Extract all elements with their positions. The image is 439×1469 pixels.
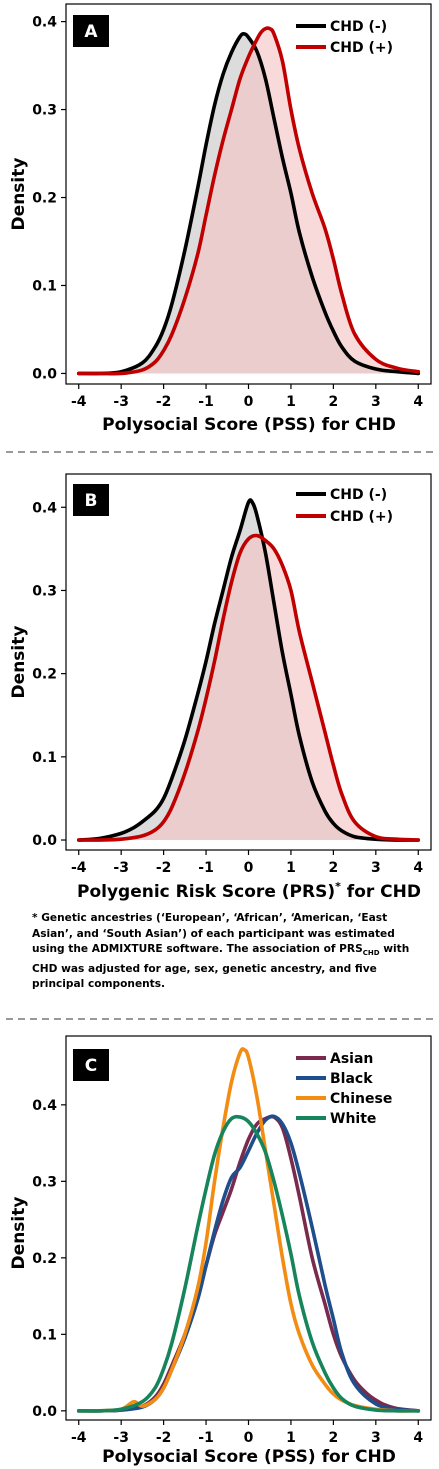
x-tick-label: -3	[113, 394, 129, 410]
legend-label: CHD (+)	[330, 509, 393, 525]
legend-label: White	[330, 1111, 376, 1127]
x-tick-label: 4	[413, 394, 423, 410]
y-tick-label: 0.4	[32, 15, 57, 31]
footnote-subscript: CHD	[362, 949, 380, 958]
y-axis-label: Density	[9, 626, 29, 699]
x-axis-label: Polysocial Score (PSS) for CHD	[102, 1447, 396, 1467]
x-tick-label: 0	[244, 394, 254, 410]
x-tick-label: -4	[71, 860, 87, 876]
x-tick-label: -4	[71, 394, 87, 410]
density-areas	[78, 28, 419, 374]
density-line-0	[76, 1114, 421, 1413]
density-area-1	[78, 28, 419, 374]
x-tick-label: 3	[371, 860, 381, 876]
legend: CHD (-) CHD (+)	[296, 487, 393, 525]
x-axis-ticks: -4 -3 -2 -1 0 1 2 3 4	[71, 384, 423, 410]
x-tick-label: -1	[198, 1430, 214, 1446]
x-tick-label: 4	[413, 1430, 423, 1446]
legend: Asian Black Chinese White	[296, 1051, 392, 1127]
x-tick-label: 1	[286, 394, 296, 410]
y-tick-label: 0.3	[32, 103, 57, 119]
y-tick-label: 0.4	[32, 1098, 57, 1114]
y-tick-label: 0.2	[32, 667, 57, 683]
density-line-3	[76, 1114, 421, 1413]
footnote-suffix: with CHD was adjusted for age, sex, gene…	[32, 943, 410, 991]
y-tick-label: 0.1	[32, 1327, 57, 1343]
y-tick-label: 0.0	[32, 366, 57, 382]
density-line-1	[76, 26, 421, 376]
x-axis-label: Polygenic Risk Score (PRS)* for CHD	[77, 880, 421, 902]
x-tick-label: -2	[156, 394, 172, 410]
x-tick-label: 1	[286, 860, 296, 876]
panel-letter: B	[85, 491, 98, 511]
y-axis-ticks: 0.0 0.1 0.2 0.3 0.4	[32, 15, 66, 382]
density-area-1	[78, 535, 419, 841]
density-line-1	[76, 1114, 421, 1413]
x-tick-label: -1	[198, 860, 214, 876]
panel-badge	[73, 484, 109, 516]
x-tick-label: 4	[413, 860, 423, 876]
legend-label: Chinese	[330, 1091, 392, 1107]
density-line-0	[76, 498, 421, 842]
y-tick-label: 0.3	[32, 583, 57, 599]
x-axis-label-suffix: for CHD	[341, 882, 421, 902]
x-axis-label: Polysocial Score (PSS) for CHD	[102, 415, 396, 435]
x-tick-label: -2	[156, 860, 172, 876]
x-axis-label-main: Polygenic Risk Score (PRS)	[77, 882, 335, 902]
legend-label: CHD (+)	[330, 40, 393, 56]
density-line-0	[76, 32, 421, 376]
x-axis-ticks: -4 -3 -2 -1 0 1 2 3 4	[71, 850, 423, 876]
legend-label: CHD (-)	[330, 487, 387, 503]
panel-letter: C	[85, 1056, 97, 1076]
x-tick-label: 1	[286, 1430, 296, 1446]
density-lines	[76, 26, 421, 376]
x-tick-label: 2	[329, 860, 339, 876]
y-tick-label: 0.1	[32, 750, 57, 766]
panel-letter: A	[84, 22, 98, 42]
y-axis-label: Density	[9, 1197, 29, 1270]
density-areas	[78, 499, 419, 841]
legend-label: CHD (-)	[330, 19, 387, 35]
x-tick-label: 2	[329, 1430, 339, 1446]
y-axis-ticks: 0.0 0.1 0.2 0.3 0.4	[32, 500, 66, 849]
x-axis-ticks: -4 -3 -2 -1 0 1 2 3 4	[71, 1420, 423, 1446]
density-line-1	[76, 533, 421, 842]
panel-c: -4 -3 -2 -1 0 1 2 3 4 0.0 0.1 0.2 0.3 0.4 Asian Black…	[9, 1035, 432, 1467]
y-axis-label: Density	[9, 158, 29, 231]
x-tick-label: 3	[371, 394, 381, 410]
y-tick-label: 0.2	[32, 1251, 57, 1267]
x-axis-label-sup: *	[335, 880, 341, 893]
footnote: * Genetic ancestries (‘European’, ‘Afric…	[32, 911, 422, 993]
x-tick-label: 3	[371, 1430, 381, 1446]
x-tick-label: -3	[113, 860, 129, 876]
y-tick-label: 0.2	[32, 191, 57, 207]
y-tick-label: 0.0	[32, 833, 57, 849]
y-axis-ticks: 0.0 0.1 0.2 0.3 0.4	[32, 1098, 66, 1420]
density-lines	[76, 1047, 421, 1413]
x-tick-label: 0	[244, 1430, 254, 1446]
legend-label: Asian	[330, 1051, 373, 1067]
x-tick-label: -2	[156, 1430, 172, 1446]
y-tick-label: 0.3	[32, 1174, 57, 1190]
y-tick-label: 0.0	[32, 1404, 57, 1420]
density-lines	[76, 498, 421, 842]
panel-badge	[73, 1049, 109, 1081]
legend-label: Black	[330, 1071, 373, 1087]
legend: CHD (-) CHD (+)	[296, 19, 393, 56]
x-tick-label: -1	[198, 394, 214, 410]
density-line-2	[76, 1047, 421, 1413]
x-tick-label: -3	[113, 1430, 129, 1446]
y-tick-label: 0.4	[32, 500, 57, 516]
x-tick-label: 2	[329, 394, 339, 410]
panel-b: -4 -3 -2 -1 0 1 2 3 4 0.00.10.20.30.4 CHD (-)CHD…	[9, 473, 432, 902]
panel-a: -4 -3 -2 -1 0 1 2 3 4 0.00.10.20.30.4 CHD (-)CHD…	[9, 3, 432, 435]
x-tick-label: -4	[71, 1430, 87, 1446]
y-tick-label: 0.1	[32, 278, 57, 294]
panel-badge	[73, 15, 109, 47]
footnote-prefix: * Genetic ancestries (‘European’, ‘Afric…	[32, 912, 395, 955]
x-tick-label: 0	[244, 860, 254, 876]
